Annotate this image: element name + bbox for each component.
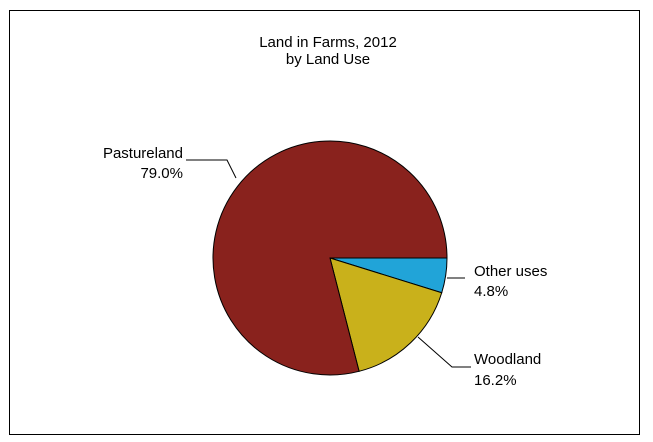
chart-title: Land in Farms, 2012 xyxy=(259,34,397,51)
labels-layer: Other uses 4.8% Woodland 16.2% Pastureland 79… xyxy=(103,145,547,389)
pie-slice-woodland xyxy=(329,257,443,372)
leader-line-pastureland xyxy=(186,159,237,179)
slice-label-woodland: Woodland xyxy=(474,351,541,368)
slices-layer xyxy=(212,140,448,376)
leader-line-woodland xyxy=(417,336,471,368)
slice-label-other-uses: Other uses xyxy=(474,263,547,280)
slice-value-label-woodland: 16.2% xyxy=(474,372,517,389)
chart-subtitle: by Land Use xyxy=(286,51,370,68)
slice-label-pastureland: Pastureland xyxy=(103,145,183,162)
pie-slice-pastureland xyxy=(212,140,448,376)
slice-value-label-pastureland: 79.0% xyxy=(140,165,183,182)
slice-value-label-other-uses: 4.8% xyxy=(474,283,508,300)
